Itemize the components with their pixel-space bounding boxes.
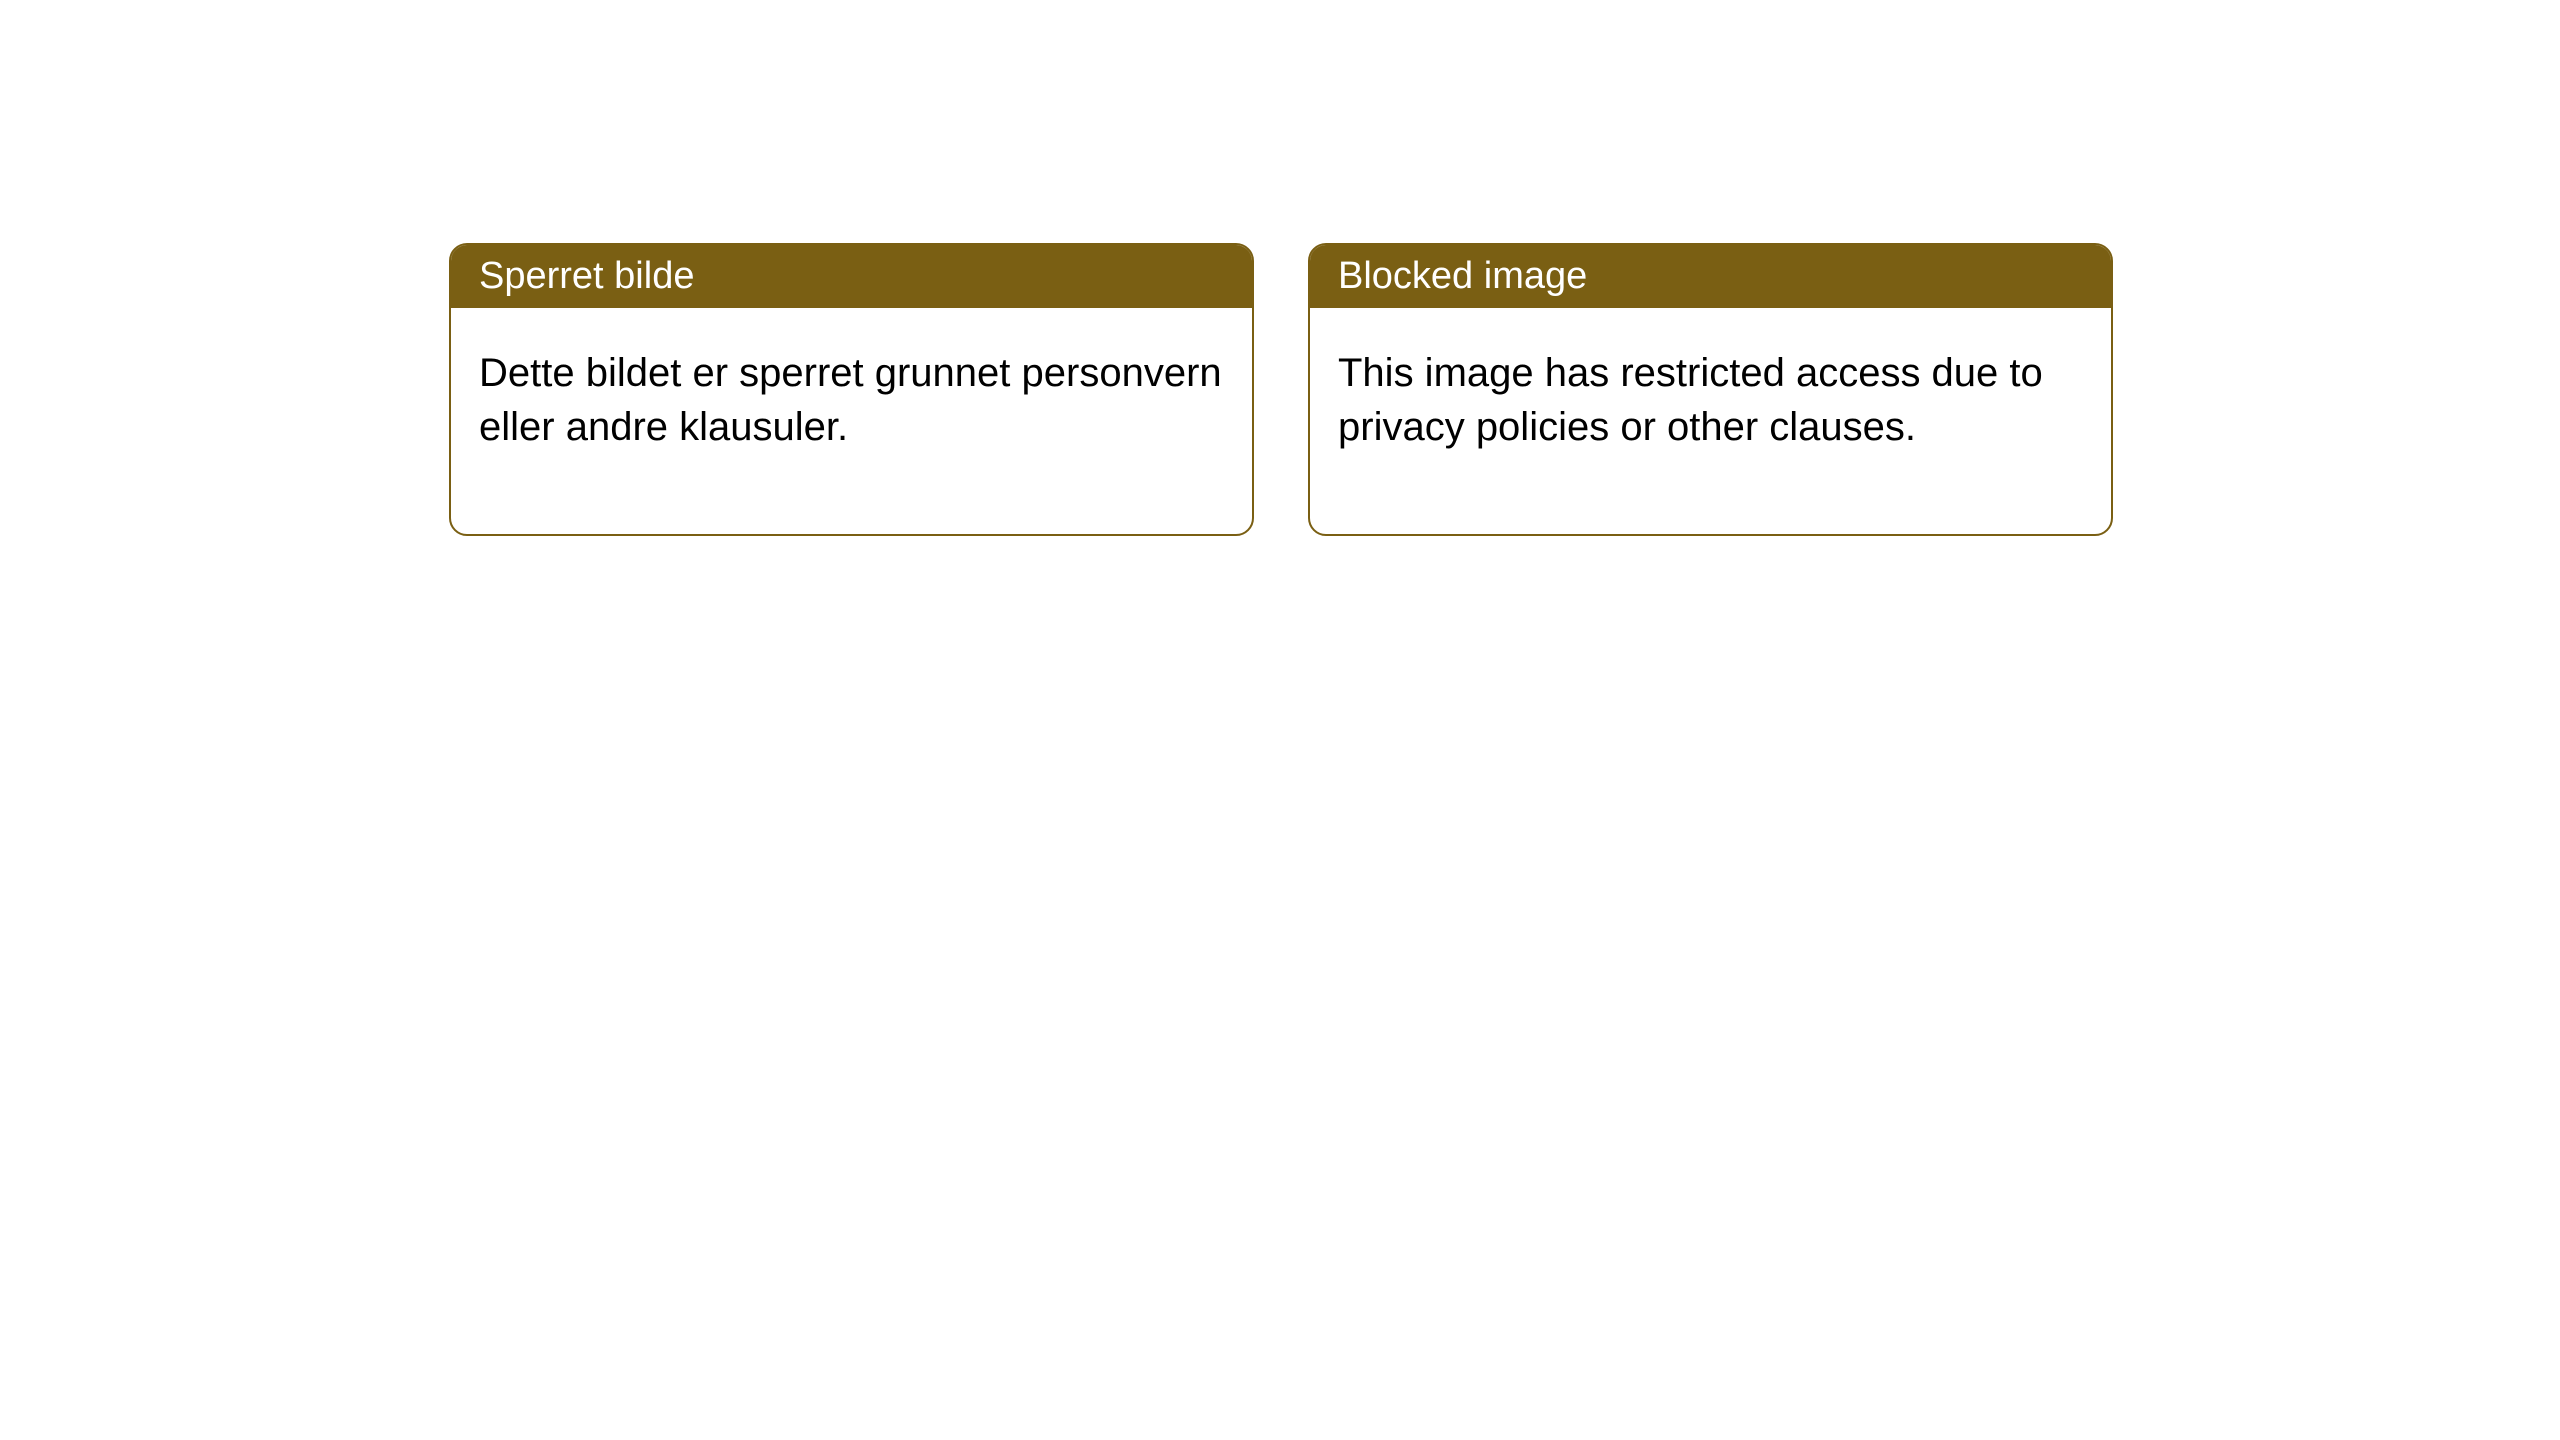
card-title-english: Blocked image — [1338, 255, 1587, 297]
notice-container: Sperret bilde Dette bildet er sperret gr… — [449, 243, 2113, 536]
card-message-norwegian: Dette bildet er sperret grunnet personve… — [479, 351, 1222, 449]
blocked-notice-card-english: Blocked image This image has restricted … — [1308, 243, 2113, 536]
card-header-english: Blocked image — [1310, 245, 2111, 308]
card-body-norwegian: Dette bildet er sperret grunnet personve… — [451, 308, 1252, 534]
card-title-norwegian: Sperret bilde — [479, 255, 694, 297]
card-body-english: This image has restricted access due to … — [1310, 308, 2111, 534]
blocked-notice-card-norwegian: Sperret bilde Dette bildet er sperret gr… — [449, 243, 1254, 536]
card-message-english: This image has restricted access due to … — [1338, 351, 2043, 449]
card-header-norwegian: Sperret bilde — [451, 245, 1252, 308]
